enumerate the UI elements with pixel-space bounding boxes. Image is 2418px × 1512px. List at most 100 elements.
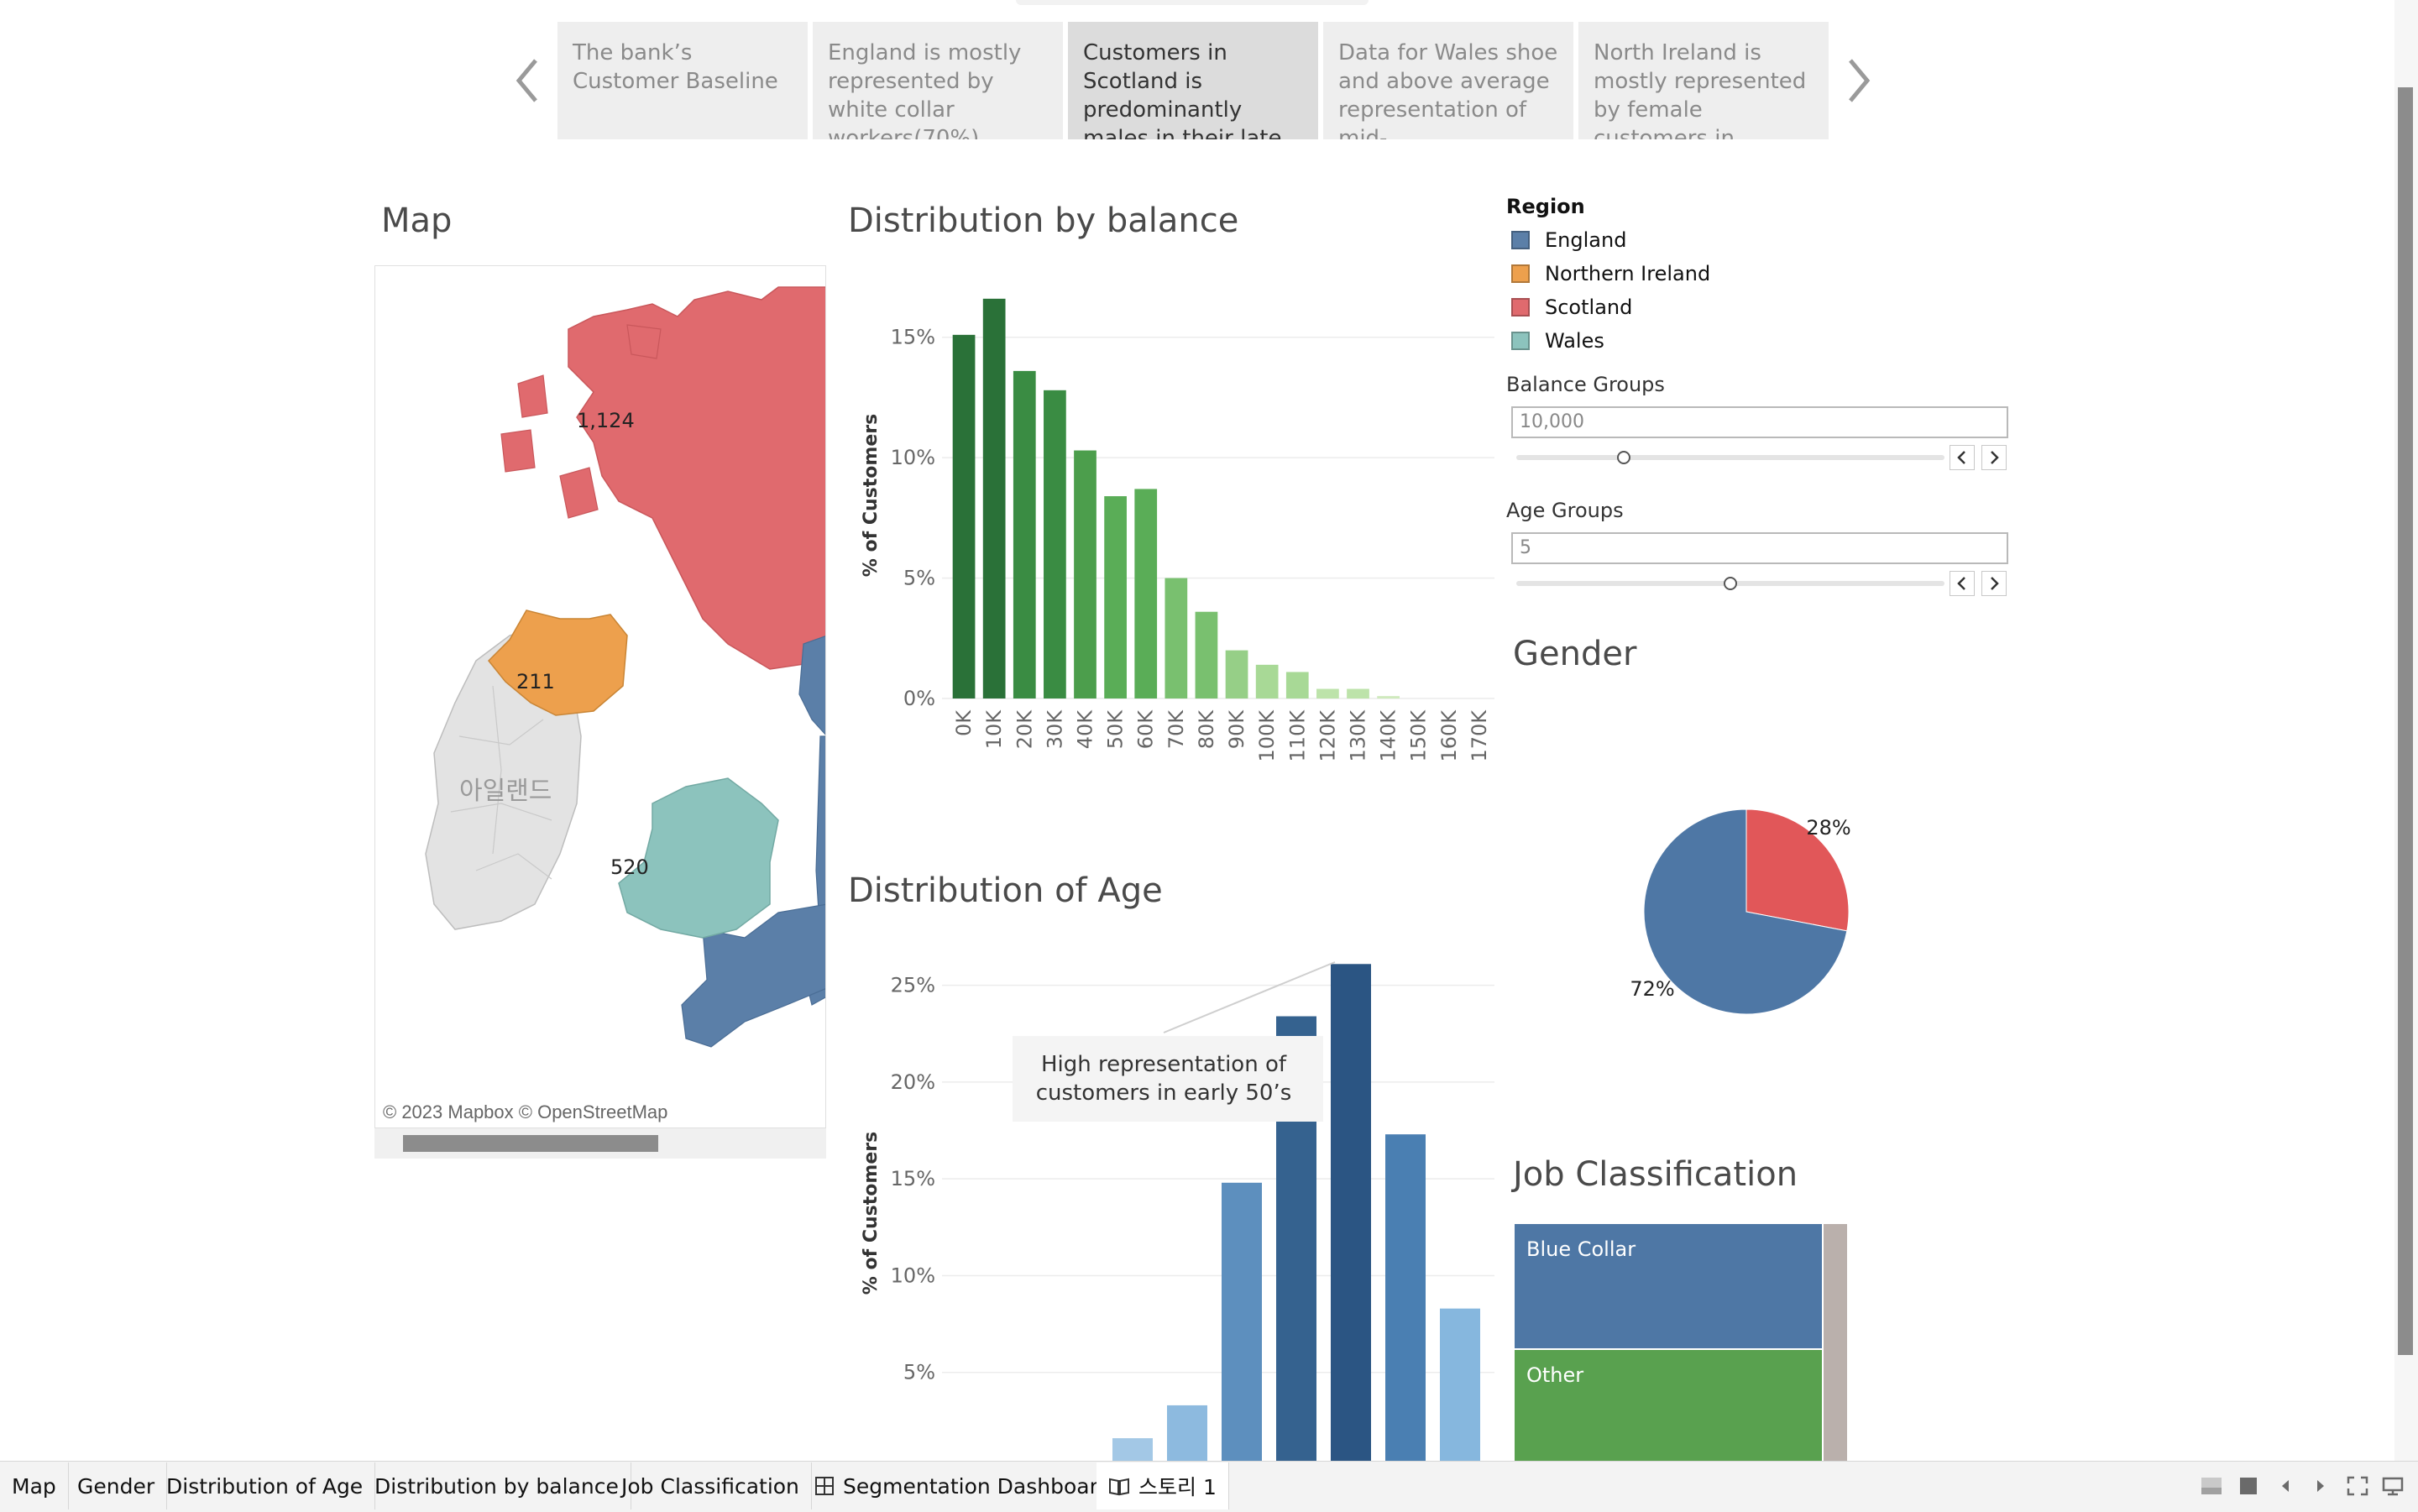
scotland-count: 1,124 [577, 409, 635, 432]
balance-bar[interactable] [952, 334, 976, 698]
england-region [798, 636, 825, 735]
story-card-1[interactable]: England is mostly represented by white c… [813, 22, 1063, 139]
y-tick-label: 10% [891, 446, 935, 469]
map-svg[interactable]: 1,124 211 520 아일랜드 [375, 266, 826, 1128]
story-next-button[interactable] [1842, 47, 1876, 114]
pie-slice[interactable] [1745, 808, 1850, 932]
treemap-label: Blue Collar [1526, 1237, 1636, 1261]
balance-bar[interactable] [1165, 578, 1188, 698]
legend-swatch [1511, 231, 1530, 249]
balance-bar[interactable] [1134, 489, 1158, 698]
x-tick-label: 30K [1043, 709, 1066, 750]
presentation-mode-icon[interactable] [2237, 1474, 2260, 1498]
next-sheet-icon[interactable] [2309, 1474, 2332, 1498]
legend-label: England [1545, 228, 1627, 252]
balance-slider-track[interactable] [1516, 455, 1944, 460]
tab-job-classification[interactable]: Job Classification [610, 1462, 812, 1509]
fullscreen-icon[interactable] [2346, 1474, 2369, 1498]
treemap-cell-blue-collar[interactable]: Blue Collar [1515, 1224, 1822, 1348]
story-card-2[interactable]: Customers in Scotland is predominantly m… [1068, 22, 1318, 139]
balance-bar[interactable] [1074, 450, 1096, 698]
balance-bar[interactable] [1377, 696, 1400, 698]
age-chart-title: Distribution of Age [848, 871, 1163, 910]
age-filter-input[interactable]: 5 [1511, 532, 2008, 564]
balance-bar[interactable] [1195, 611, 1218, 698]
treemap-label: Other [1526, 1363, 1584, 1387]
prev-sheet-icon[interactable] [2274, 1474, 2297, 1498]
story-indicator [1016, 0, 1369, 5]
tab-gender[interactable]: Gender [65, 1462, 168, 1509]
balance-prev-button[interactable] [1950, 445, 1975, 470]
tab-story-1[interactable]: 스토리 1 [1096, 1462, 1229, 1509]
balance-chart-title: Distribution by balance [848, 201, 1239, 240]
desktop-icon[interactable] [2381, 1474, 2405, 1498]
balance-bar[interactable] [1044, 390, 1066, 698]
tab-distribution-of-age[interactable]: Distribution of Age [154, 1462, 376, 1509]
tab-segmentation-dashboard[interactable]: Segmentation Dashboard [803, 1462, 1124, 1509]
pie-slice[interactable] [1643, 808, 1848, 1015]
x-tick-label: 100K [1255, 709, 1279, 762]
tab-map[interactable]: Map [0, 1462, 69, 1509]
balance-bar[interactable] [1316, 688, 1339, 698]
age-bar[interactable] [1331, 964, 1371, 1461]
story-card-text: England is mostly represented by white c… [828, 40, 1022, 139]
annotation-box [1013, 1036, 1323, 1122]
vertical-scrollbar-thumb[interactable] [2398, 87, 2413, 1355]
balance-bar[interactable] [982, 298, 1006, 698]
legend-item[interactable]: Scotland [1511, 294, 1632, 321]
tab-label: Segmentation Dashboard [843, 1473, 1112, 1499]
age-bar[interactable] [1385, 1134, 1426, 1461]
scotland-region [568, 286, 825, 670]
legend-item[interactable]: England [1511, 227, 1626, 254]
ireland-label: 아일랜드 [459, 777, 552, 806]
x-tick-label: 90K [1225, 709, 1248, 750]
balance-bar[interactable] [1285, 672, 1309, 698]
map-view[interactable]: 1,124 211 520 아일랜드 [374, 265, 826, 1128]
x-tick-label: 40K [1074, 709, 1097, 750]
story-card-0[interactable]: The bank’s Customer Baseline [557, 22, 808, 139]
map-title: Map [381, 201, 453, 240]
age-bar[interactable] [1222, 1182, 1262, 1461]
legend-item[interactable]: Northern Ireland [1511, 260, 1710, 287]
story-prev-button[interactable] [510, 47, 544, 114]
story-card-3[interactable]: Data for Wales shoe and above average re… [1323, 22, 1573, 139]
legend-item[interactable]: Wales [1511, 327, 1604, 354]
chevron-right-icon [1991, 451, 1999, 464]
balance-bar[interactable] [1013, 370, 1036, 698]
age-bar[interactable] [1167, 1405, 1207, 1461]
legend-title: Region [1506, 195, 1585, 218]
grid-view-icon[interactable] [2200, 1474, 2223, 1498]
story-card-text: Data for Wales shoe and above average re… [1338, 40, 1558, 139]
age-slider-knob[interactable] [1724, 577, 1737, 590]
balance-next-button[interactable] [1981, 445, 2007, 470]
x-tick-label: 10K [982, 709, 1006, 750]
balance-bar[interactable] [1104, 496, 1127, 698]
age-bar[interactable] [1440, 1308, 1480, 1461]
balance-bar[interactable] [1255, 664, 1279, 698]
age-chart[interactable]: % of Customers 5% 10% 15% 20% 25% High repre… [848, 932, 1503, 1461]
age-prev-button[interactable] [1950, 571, 1975, 596]
wales-count: 520 [610, 855, 649, 879]
age-bar[interactable] [1112, 1438, 1153, 1461]
balance-bar[interactable] [1347, 688, 1369, 698]
balance-bar[interactable] [1225, 650, 1248, 698]
balance-y-axis-title: % of Customers [861, 414, 882, 577]
tab-distribution-by-balance[interactable]: Distribution by balance [363, 1462, 631, 1509]
northern-ireland-region [487, 610, 628, 716]
x-tick-label: 140K [1377, 709, 1400, 762]
gender-pie-chart[interactable]: 28% 72% [1595, 789, 1948, 1041]
age-next-button[interactable] [1981, 571, 2007, 596]
treemap-cell-other[interactable]: Other [1515, 1350, 1822, 1461]
treemap-cell-small[interactable] [1824, 1224, 1847, 1461]
tab-label: Gender [77, 1473, 155, 1499]
balance-slider-knob[interactable] [1616, 451, 1630, 464]
tab-label: Job Classification [621, 1473, 799, 1499]
balance-chart[interactable]: % of Customers 0% 5% 10% 15% 0K 10K 20K 30K 40K… [848, 260, 1503, 798]
y-tick-label: 15% [891, 1167, 935, 1190]
map-scrollbar-thumb[interactable] [403, 1135, 658, 1152]
story-icon [1109, 1478, 1129, 1496]
age-y-axis-title: % of Customers [861, 1132, 882, 1295]
balance-filter-input[interactable]: 10,000 [1511, 406, 2008, 438]
annotation-line-1: High representation of [1041, 1052, 1287, 1077]
story-card-4[interactable]: North Ireland is mostly represented by f… [1578, 22, 1829, 139]
